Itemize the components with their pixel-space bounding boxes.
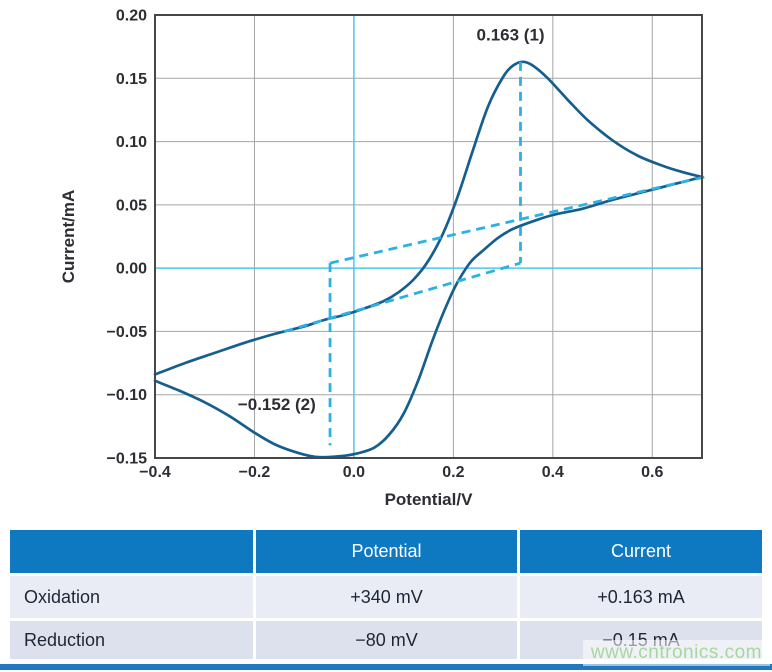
x-tick-labels: −0.4 −0.2 0.0 0.2 0.4 0.6 — [139, 464, 663, 481]
grid-lines — [155, 15, 702, 458]
y-tick-labels: 0.20 0.15 0.10 0.05 0.00 −0.05 −0.10 −0.15 — [107, 8, 148, 468]
bottom-accent-bar — [0, 664, 772, 670]
y-tick-label: 0.15 — [116, 71, 147, 88]
x-tick-label: 0.6 — [641, 464, 663, 481]
curve-cv-reverse-scan — [153, 175, 704, 459]
cv-chart: 0.163 (1) −0.152 (2) 0.20 0.15 0.10 0.05 0.00 −… — [59, 8, 705, 509]
zero-axis-lines — [155, 15, 702, 458]
y-tick-label: −0.05 — [107, 324, 148, 341]
y-tick-label: −0.10 — [107, 387, 148, 404]
guide-reduction-baseline — [329, 175, 705, 265]
x-axis-title: Potential/V — [385, 490, 474, 509]
baseline-guides — [283, 61, 705, 446]
cv-plot-panel: 0.163 (1) −0.152 (2) 0.20 0.15 0.10 0.05 0.00 −… — [59, 8, 705, 509]
row-oxidation-label: Oxidation — [10, 576, 253, 618]
results-table: Potential Current Oxidation +340 mV +0.1… — [10, 530, 762, 659]
y-tick-label: 0.20 — [116, 8, 147, 25]
plot-frame — [154, 14, 703, 459]
x-tick-label: 0.0 — [343, 464, 365, 481]
row-oxidation-current: +0.163 mA — [520, 576, 762, 618]
peak-annotation: −0.152 (2) — [238, 395, 316, 414]
peak-annotations: 0.163 (1) −0.152 (2) — [238, 25, 545, 414]
y-axis-title: Current/mA — [59, 190, 78, 284]
guide-oxidation-baseline — [283, 261, 521, 333]
watermark: www.cntronics.com — [582, 640, 770, 666]
table-header-empty — [10, 530, 253, 573]
curve-cv-forward-scan — [153, 60, 704, 376]
y-tick-label: 0.05 — [116, 197, 147, 214]
x-tick-label: −0.4 — [139, 464, 171, 481]
row-reduction-label: Reduction — [10, 621, 253, 659]
table-header-potential: Potential — [256, 530, 517, 573]
y-tick-label: 0.10 — [116, 134, 147, 151]
peak-annotation: 0.163 (1) — [477, 25, 545, 44]
x-tick-label: −0.2 — [239, 464, 271, 481]
y-tick-label: −0.15 — [107, 451, 148, 468]
x-tick-label: 0.4 — [542, 464, 564, 481]
x-tick-label: 0.2 — [442, 464, 464, 481]
row-reduction-potential: −80 mV — [256, 621, 517, 659]
y-tick-label: 0.00 — [116, 261, 147, 278]
row-oxidation-potential: +340 mV — [256, 576, 517, 618]
table-header-current: Current — [520, 530, 762, 573]
